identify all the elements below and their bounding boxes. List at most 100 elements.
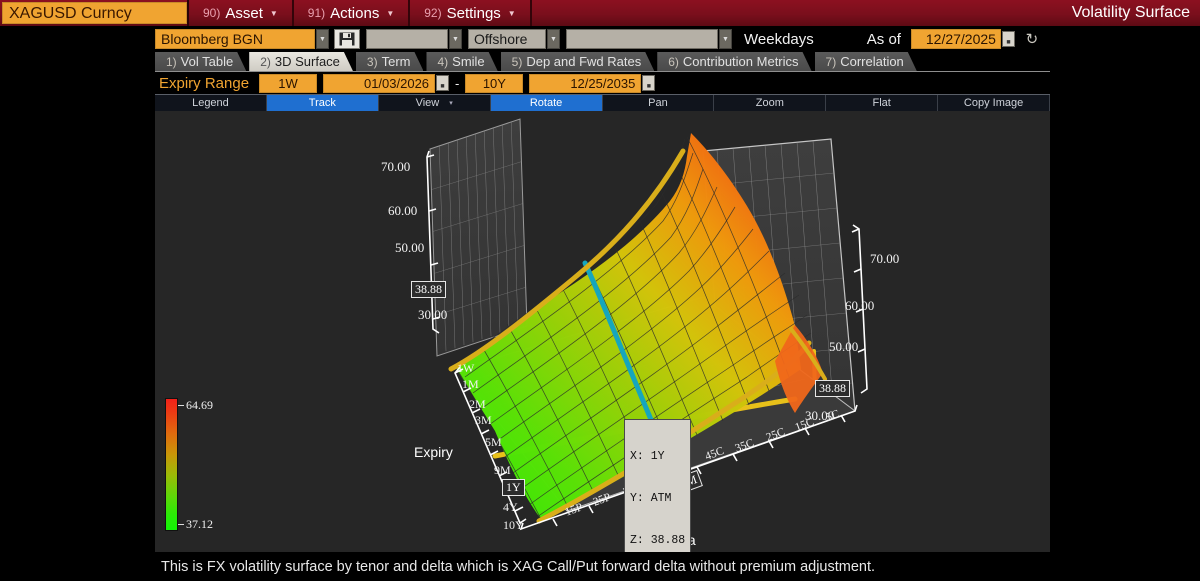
expiry-tick-4y: 4Y (503, 500, 518, 514)
calendar-icon[interactable]: ■ (642, 75, 656, 91)
header-divider (187, 0, 189, 26)
tab-vol-table-label: Vol Table (180, 54, 234, 69)
left-wall-plane (429, 118, 528, 357)
button-rotate[interactable]: Rotate (490, 95, 603, 111)
datapoint-tooltip: X: 1Y Y: ATM Z: 38.88 (624, 419, 692, 552)
button-copy-image[interactable]: Copy Image (938, 95, 1050, 111)
left-gutter (0, 26, 155, 581)
asof-label: As of (866, 30, 901, 48)
expiry-to-date-input[interactable]: 12/25/2035 (529, 73, 642, 93)
surface-fill (455, 133, 801, 519)
surface-3d-svg (155, 111, 1050, 552)
source-row: Bloomberg BGN ▼ ▼ Offshore ▼ ▼ Weekdays … (155, 28, 1050, 50)
ticker-input[interactable]: XAGUSD Curncy (2, 2, 187, 24)
tab-contribution-metrics[interactable]: 6) Contribution Metrics (657, 52, 811, 71)
expiry-axis (454, 366, 527, 525)
button-track[interactable]: Track (266, 95, 379, 111)
color-legend-gradient (165, 398, 178, 531)
chevron-down-icon: ▼ (269, 8, 278, 18)
menu-settings[interactable]: 92) Settings ▼ (410, 0, 532, 26)
volatility-surface-chart[interactable]: 70.00 60.00 50.00 38.88 30.00 70.00 60.0… (155, 111, 1050, 552)
legend-max-label: 64.69 (186, 398, 213, 412)
color-legend: 64.69 37.12 (155, 393, 310, 538)
market-select[interactable]: Offshore (468, 29, 546, 49)
button-view[interactable]: View (378, 95, 491, 111)
legend-tick-min (178, 524, 184, 525)
source-select[interactable]: Bloomberg BGN (155, 29, 315, 49)
tab-3d-surface-label: 3D Surface (274, 54, 340, 69)
expiry-range-row: Expiry Range 1W 01/03/2026 ■ - 10Y 12/25… (155, 72, 1050, 94)
tab-correlation-number: 7) (825, 54, 837, 69)
tooltip-y: Y: ATM (630, 492, 672, 505)
refresh-icon[interactable]: ↻ (1025, 31, 1039, 48)
tab-vol-table-number: 1) (166, 54, 177, 69)
expiry-to-tenor-input[interactable]: 10Y (465, 73, 524, 93)
chevron-down-icon: ▼ (507, 8, 516, 18)
button-zoom[interactable]: Zoom (714, 95, 827, 111)
menu-asset-label: Asset (225, 4, 263, 22)
source-dropdown-arrow[interactable]: ▼ (316, 29, 329, 49)
tab-3d-surface[interactable]: 2) 3D Surface (249, 52, 353, 71)
right-z-axis (851, 224, 868, 394)
expiry-axis-title: Expiry (414, 444, 453, 460)
top-header-bar: XAGUSD Curncy 90) Asset ▼ 91) Actions ▼ … (0, 0, 1200, 26)
footer-note: This is FX volatility surface by tenor a… (155, 552, 1050, 581)
button-flat[interactable]: Flat (826, 95, 939, 111)
header-spacer (532, 0, 1072, 26)
legend-tick-max (178, 405, 184, 406)
wing-yellow-trace (789, 327, 827, 381)
market-dropdown-arrow[interactable]: ▼ (547, 29, 560, 49)
expiry-from-tenor-input[interactable]: 1W (259, 73, 318, 93)
surface-wing (775, 325, 823, 413)
expiry-from-date-input[interactable]: 01/03/2026 (323, 73, 436, 93)
right-gutter (1050, 26, 1200, 581)
tab-term[interactable]: 3) Term (356, 52, 424, 71)
expiry-tick-1w: 1W (457, 361, 475, 375)
calendar-icon[interactable]: ■ (436, 75, 450, 91)
tab-dep-fwd-rates[interactable]: 5) Dep and Fwd Rates (501, 52, 655, 71)
menu-actions-number: 91) (307, 6, 326, 20)
chevron-down-icon: ▼ (386, 8, 395, 18)
expiry-range-label: Expiry Range (159, 74, 250, 92)
menu-actions-label: Actions (330, 4, 380, 22)
tab-correlation-label: Correlation (840, 54, 904, 69)
tab-smile[interactable]: 4) Smile (426, 52, 497, 71)
left-axis-tick-70: 70.00 (381, 159, 411, 174)
calendar-label: Weekdays (744, 30, 814, 48)
tab-dep-fwd-rates-label: Dep and Fwd Rates (526, 54, 642, 69)
tab-3d-surface-number: 2) (260, 54, 271, 69)
menu-actions[interactable]: 91) Actions ▼ (294, 0, 411, 26)
field4-dropdown-arrow[interactable]: ▼ (719, 29, 732, 49)
expiry-tick-9m: 9M (494, 463, 511, 477)
expiry-tick-1m: 1M (462, 377, 479, 391)
calendar-icon[interactable]: ■ (1001, 31, 1015, 47)
tab-bar: 1) Vol Table 2) 3D Surface 3) Term 4) Sm… (155, 52, 1050, 72)
tab-term-number: 3) (366, 54, 378, 69)
tab-smile-label: Smile (452, 54, 485, 69)
menu-asset-number: 90) (203, 6, 221, 20)
button-pan[interactable]: Pan (602, 95, 715, 111)
tab-contribution-metrics-label: Contribution Metrics (682, 54, 799, 69)
button-legend[interactable]: Legend (155, 95, 267, 111)
field2-input[interactable] (366, 29, 448, 49)
tab-vol-table[interactable]: 1) Vol Table (155, 52, 246, 71)
tab-dep-fwd-rates-number: 5) (511, 54, 523, 69)
save-icon[interactable] (334, 29, 360, 49)
control-panel: Bloomberg BGN ▼ ▼ Offshore ▼ ▼ Weekdays … (155, 26, 1050, 111)
left-axis-tick-50: 50.00 (395, 240, 425, 255)
expiry-tick-3m: 3M (475, 413, 492, 427)
expiry-marker-highlight: 1Y (502, 479, 525, 496)
tooltip-z: Z: 38.88 (630, 534, 686, 547)
expiry-tick-5m: 5M (485, 435, 502, 449)
menu-asset[interactable]: 90) Asset ▼ (189, 0, 294, 26)
tab-smile-number: 4) (437, 54, 449, 69)
field4-input[interactable] (566, 29, 718, 49)
field2-dropdown-arrow[interactable]: ▼ (449, 29, 462, 49)
asof-date-input[interactable]: 12/27/2025 (910, 29, 1001, 49)
tab-correlation[interactable]: 7) Correlation (815, 52, 917, 71)
right-axis-marker-highlight: 38.88 (815, 380, 850, 397)
view-control-strip: Legend Track View Rotate Pan Zoom Flat C… (155, 94, 1050, 111)
right-axis-tick-50: 50.00 (829, 339, 859, 354)
save-icon-glyph (339, 32, 355, 46)
right-axis-tick-70: 70.00 (870, 251, 900, 266)
